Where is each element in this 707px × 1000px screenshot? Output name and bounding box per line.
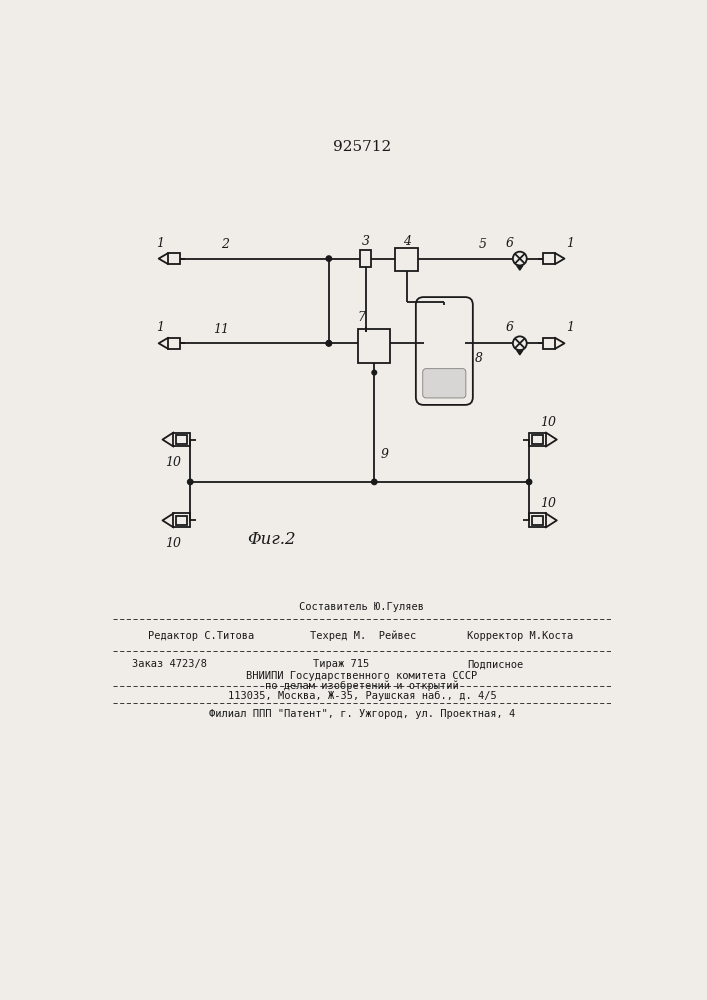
Bar: [173, 433, 190, 446]
Text: Составитель Ю.Гуляев: Составитель Ю.Гуляев: [300, 602, 424, 612]
Text: Редактор С.Титова: Редактор С.Титова: [148, 631, 254, 641]
Bar: [543, 253, 555, 264]
Text: 6: 6: [506, 237, 514, 250]
Text: 10: 10: [165, 537, 181, 550]
Bar: [532, 516, 543, 525]
Bar: [358, 329, 390, 363]
Text: Корректор М.Коста: Корректор М.Коста: [467, 631, 573, 641]
Text: ВНИИПИ Государственного комитета СССР: ВНИИПИ Государственного комитета СССР: [246, 671, 477, 681]
Text: 3: 3: [362, 235, 370, 248]
Text: Техред М.  Рейвес: Техред М. Рейвес: [310, 631, 416, 641]
Circle shape: [526, 479, 532, 485]
Bar: [543, 338, 555, 349]
Text: 1: 1: [566, 321, 575, 334]
Bar: [176, 516, 187, 525]
Polygon shape: [517, 350, 523, 355]
Text: по делам изобретений и открытий: по делам изобретений и открытий: [265, 681, 459, 691]
Circle shape: [372, 370, 377, 375]
Text: 7: 7: [358, 311, 366, 324]
Text: 11: 11: [213, 323, 229, 336]
Bar: [395, 248, 418, 271]
Bar: [168, 338, 180, 349]
Text: 10: 10: [540, 497, 556, 510]
FancyBboxPatch shape: [423, 369, 466, 398]
Circle shape: [326, 256, 332, 261]
Text: 925712: 925712: [333, 140, 391, 154]
Bar: [529, 433, 546, 446]
Text: 9: 9: [381, 448, 389, 461]
Text: 10: 10: [165, 456, 181, 469]
Text: Тираж 715: Тираж 715: [313, 659, 370, 669]
Bar: [168, 253, 180, 264]
Text: 5: 5: [479, 238, 487, 251]
Circle shape: [372, 479, 377, 485]
Bar: [173, 513, 190, 527]
Text: 8: 8: [475, 352, 483, 365]
Bar: [360, 250, 371, 267]
Circle shape: [326, 341, 332, 346]
Bar: [532, 435, 543, 444]
Text: 113035, Москва, Ж-35, Раушская наб., д. 4/5: 113035, Москва, Ж-35, Раушская наб., д. …: [228, 691, 496, 701]
Text: Подписное: Подписное: [467, 659, 524, 669]
Text: 6: 6: [506, 321, 514, 334]
Circle shape: [326, 341, 332, 346]
Circle shape: [187, 479, 193, 485]
Polygon shape: [517, 266, 523, 270]
Text: Заказ 4723/8: Заказ 4723/8: [132, 659, 207, 669]
Text: Филиал ППП "Патент", г. Ужгород, ул. Проектная, 4: Филиал ППП "Патент", г. Ужгород, ул. Про…: [209, 709, 515, 719]
Text: 1: 1: [566, 237, 575, 250]
Bar: [529, 513, 546, 527]
Text: 2: 2: [221, 238, 229, 251]
Text: Φиг.2: Φиг.2: [247, 531, 296, 548]
Text: 1: 1: [156, 321, 164, 334]
Text: 1: 1: [156, 237, 164, 250]
Text: 10: 10: [540, 416, 556, 429]
Text: 4: 4: [402, 235, 411, 248]
Bar: [176, 435, 187, 444]
